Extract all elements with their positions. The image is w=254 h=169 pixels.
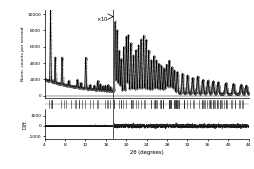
Text: $\times$10: $\times$10 xyxy=(95,15,108,23)
X-axis label: 2θ (degrees): 2θ (degrees) xyxy=(129,150,163,155)
Y-axis label: Diff.: Diff. xyxy=(22,119,27,129)
Y-axis label: Norm. counts per second: Norm. counts per second xyxy=(21,27,25,81)
